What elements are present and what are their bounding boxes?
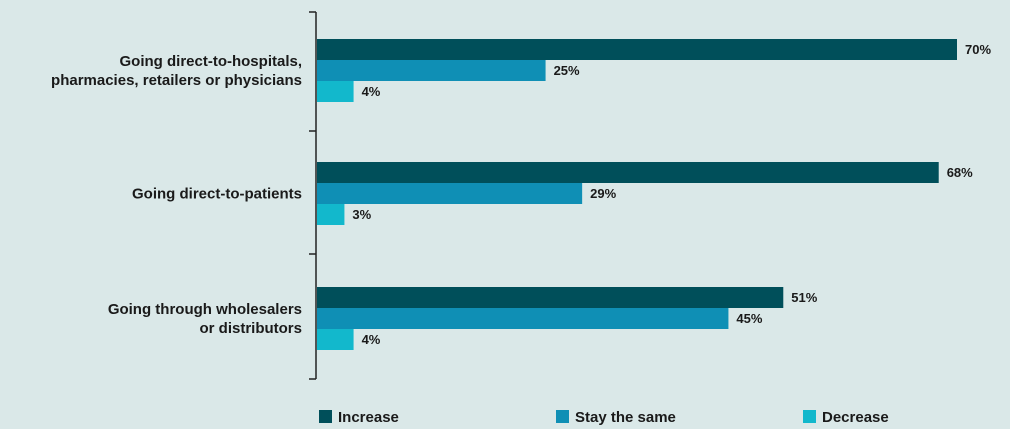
bar-decrease-2 <box>317 329 354 350</box>
legend-label: Decrease <box>822 409 889 426</box>
value-labels: 70% 25% 4% 68% 29% 3% 51% 45% 4% <box>352 42 991 347</box>
category-label: or distributors <box>199 320 302 337</box>
value-label: 45% <box>736 311 762 326</box>
category-label: pharmacies, retailers or physicians <box>51 72 302 89</box>
bar-decrease-1 <box>317 204 345 225</box>
value-label: 25% <box>554 63 580 78</box>
y-axis-ticks <box>309 11 316 380</box>
legend-label: Increase <box>338 409 399 426</box>
bar-increase-2 <box>317 287 784 308</box>
bar-stay-the-same-1 <box>317 183 583 204</box>
legend-swatch-decrease <box>803 410 816 423</box>
bar-increase-0 <box>317 39 957 60</box>
legend-swatch-increase <box>319 410 332 423</box>
category-labels: Going direct-to-hospitals, pharmacies, re… <box>51 53 302 337</box>
value-label: 4% <box>362 332 381 347</box>
bar-increase-1 <box>317 162 939 183</box>
category-label: Going direct-to-hospitals, <box>120 53 303 70</box>
value-label: 29% <box>590 186 616 201</box>
value-label: 3% <box>352 207 371 222</box>
bar-stay-the-same-0 <box>317 60 546 81</box>
bars-group <box>317 39 957 350</box>
value-label: 68% <box>947 165 973 180</box>
category-label: Going direct-to-patients <box>132 186 302 203</box>
legend: Increase Stay the same Decrease <box>319 409 889 426</box>
category-label: Going through wholesalers <box>108 301 302 318</box>
value-label: 70% <box>965 42 991 57</box>
value-label: 4% <box>362 84 381 99</box>
bar-decrease-0 <box>317 81 354 102</box>
legend-label: Stay the same <box>575 409 676 426</box>
bar-stay-the-same-2 <box>317 308 729 329</box>
legend-swatch-stay-the-same <box>556 410 569 423</box>
value-label: 51% <box>791 290 817 305</box>
